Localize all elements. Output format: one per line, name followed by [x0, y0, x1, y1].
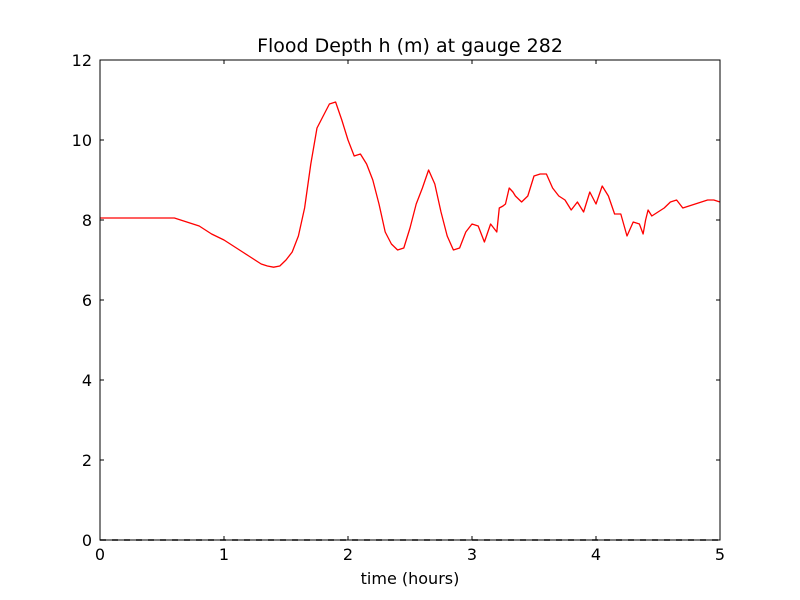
- x-tick-label: 4: [591, 545, 601, 564]
- x-tick-label: 0: [95, 545, 105, 564]
- x-tick-label: 3: [467, 545, 477, 564]
- y-tick-label: 8: [82, 211, 92, 230]
- y-tick-label: 10: [72, 131, 92, 150]
- y-tick-label: 4: [82, 371, 92, 390]
- y-tick-label: 2: [82, 451, 92, 470]
- y-tick-label: 12: [72, 51, 92, 70]
- y-tick-label: 0: [82, 531, 92, 550]
- flood-depth-line: [100, 101, 721, 268]
- y-tick-label: 6: [82, 291, 92, 310]
- chart-title: Flood Depth h (m) at gauge 282: [257, 35, 563, 57]
- x-tick-label: 1: [219, 545, 229, 564]
- plot-frame: [99, 59, 721, 541]
- x-tick-label: 5: [715, 545, 725, 564]
- x-axis-label: time (hours): [361, 569, 460, 588]
- x-tick-label: 2: [343, 545, 353, 564]
